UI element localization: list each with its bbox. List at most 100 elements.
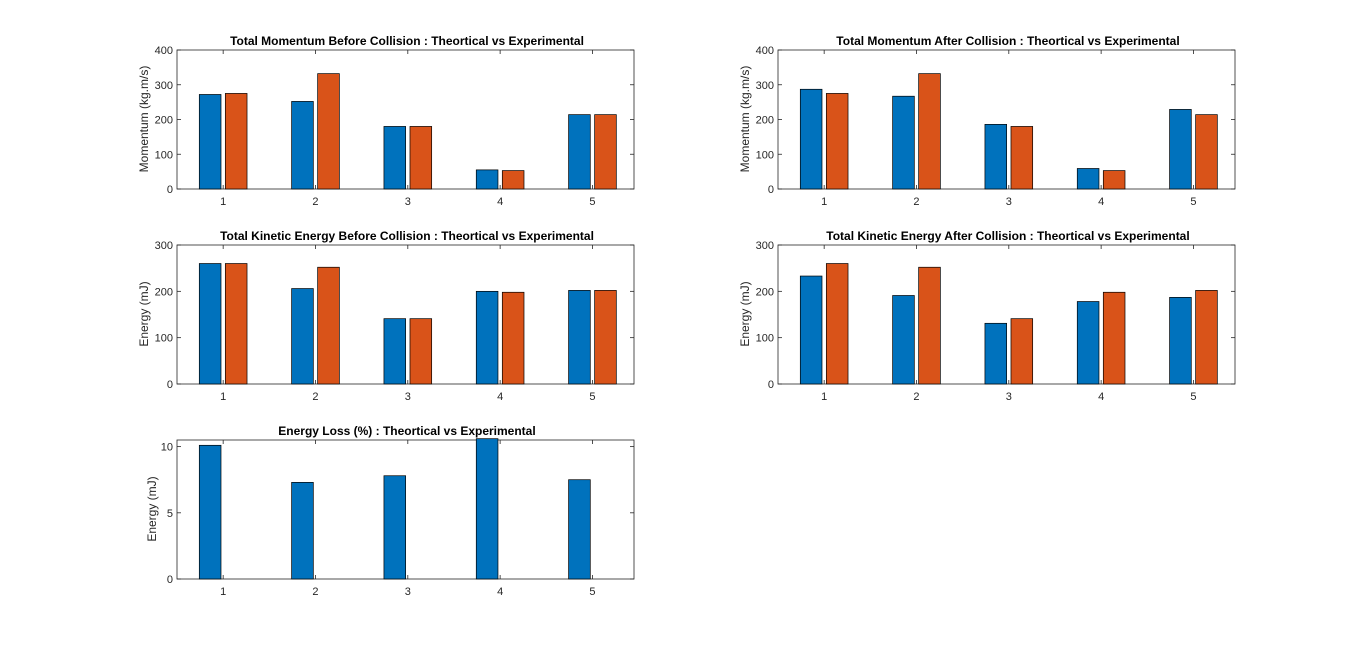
bar-theoretical-4: [1076, 168, 1100, 190]
chart-title: Total Kinetic Energy After Collision : T…: [826, 229, 1189, 243]
x-tick-label: 4: [1098, 391, 1104, 403]
bar-theoretical-5: [568, 290, 591, 385]
y-tick-label: 200: [155, 115, 173, 127]
bar-experimental-4: [501, 291, 525, 385]
bar-experimental-2: [317, 266, 340, 385]
x-tick-label: 2: [913, 196, 919, 208]
x-tick-label: 5: [589, 196, 595, 208]
bar-experimental-2: [317, 73, 340, 190]
x-tick-label: 5: [1190, 196, 1196, 208]
x-tick-label: 4: [497, 391, 503, 403]
bar-theoretical-4: [475, 290, 499, 385]
bar-experimental-5: [1195, 290, 1218, 385]
y-axis-label: Energy (mJ): [738, 281, 752, 346]
x-tick-label: 3: [405, 196, 411, 208]
bar-theoretical-5: [1169, 297, 1192, 385]
y-tick-label: 200: [756, 286, 774, 298]
bar-theoretical-2: [892, 295, 915, 385]
bar-theoretical-2: [291, 482, 314, 580]
subplot-kinetic-energy-after: Total Kinetic Energy After Collision : T…: [738, 229, 1236, 403]
y-tick-label: 300: [155, 80, 173, 92]
y-tick-label: 5: [167, 508, 173, 520]
y-tick-label: 200: [756, 115, 774, 127]
x-tick-label: 5: [589, 391, 595, 403]
bar-theoretical-4: [1076, 301, 1100, 385]
y-tick-label: 100: [155, 333, 173, 345]
bar-theoretical-3: [383, 318, 406, 385]
bar-experimental-2: [918, 266, 941, 385]
y-axis-label: Energy (mJ): [145, 476, 159, 541]
bar-experimental-5: [594, 290, 617, 385]
y-axis-label: Momentum (kg.m/s): [738, 66, 752, 173]
bar-theoretical-2: [892, 95, 915, 190]
bar-experimental-1: [224, 93, 248, 190]
bar-theoretical-2: [291, 288, 314, 385]
bar-theoretical-4: [475, 169, 499, 190]
bar-experimental-4: [1102, 170, 1126, 190]
y-tick-label: 400: [155, 45, 173, 57]
x-tick-label: 4: [1098, 196, 1104, 208]
bar-experimental-3: [409, 126, 433, 190]
bar-theoretical-3: [984, 322, 1007, 385]
y-tick-label: 300: [756, 240, 774, 252]
bar-experimental-2: [918, 73, 941, 190]
bar-experimental-3: [409, 318, 433, 385]
y-axis-label: Momentum (kg.m/s): [137, 66, 151, 173]
bar-theoretical-1: [198, 94, 222, 190]
y-tick-label: 100: [756, 333, 774, 345]
bar-experimental-1: [825, 263, 849, 385]
y-tick-label: 0: [167, 574, 173, 586]
x-tick-label: 1: [821, 196, 827, 208]
chart-title: Total Momentum After Collision : Theorti…: [836, 34, 1179, 48]
bar-theoretical-5: [1169, 109, 1192, 190]
x-tick-label: 1: [220, 196, 226, 208]
y-tick-label: 400: [756, 45, 774, 57]
x-tick-label: 4: [497, 586, 503, 598]
bar-experimental-4: [501, 170, 525, 190]
y-axis-label: Energy (mJ): [137, 281, 151, 346]
bar-experimental-3: [1010, 318, 1034, 385]
bar-theoretical-5: [568, 114, 591, 190]
y-tick-label: 0: [167, 184, 173, 196]
x-tick-label: 3: [405, 586, 411, 598]
x-tick-label: 1: [821, 391, 827, 403]
y-tick-label: 10: [161, 442, 173, 454]
x-tick-label: 3: [1006, 391, 1012, 403]
y-tick-label: 100: [155, 149, 173, 161]
x-tick-label: 1: [220, 391, 226, 403]
x-tick-label: 4: [497, 196, 503, 208]
chart-title: Total Kinetic Energy Before Collision : …: [220, 229, 594, 243]
bar-experimental-5: [1195, 114, 1218, 190]
bar-theoretical-3: [383, 126, 406, 190]
chart-title: Energy Loss (%) : Theortical vs Experime…: [278, 424, 535, 438]
y-tick-label: 0: [167, 379, 173, 391]
x-tick-label: 2: [312, 586, 318, 598]
y-tick-label: 0: [768, 184, 774, 196]
y-tick-label: 100: [756, 149, 774, 161]
subplot-momentum-after: Total Momentum After Collision : Theorti…: [738, 34, 1236, 208]
x-tick-label: 2: [312, 391, 318, 403]
bar-theoretical-3: [984, 124, 1007, 190]
x-tick-label: 3: [1006, 196, 1012, 208]
bar-experimental-4: [1102, 291, 1126, 385]
subplot-momentum-before: Total Momentum Before Collision : Theort…: [137, 34, 635, 208]
x-tick-label: 5: [589, 586, 595, 598]
x-tick-label: 1: [220, 586, 226, 598]
y-tick-label: 300: [756, 80, 774, 92]
chart-title: Total Momentum Before Collision : Theort…: [230, 34, 584, 48]
x-tick-label: 2: [312, 196, 318, 208]
subplot-energy-loss: Energy Loss (%) : Theortical vs Experime…: [145, 424, 635, 598]
bar-theoretical-1: [198, 263, 222, 385]
y-tick-label: 300: [155, 240, 173, 252]
subplot-kinetic-energy-before: Total Kinetic Energy Before Collision : …: [137, 229, 635, 403]
bar-theoretical-4: [475, 438, 499, 580]
bar-experimental-3: [1010, 126, 1034, 190]
bar-theoretical-1: [799, 275, 823, 385]
y-tick-label: 0: [768, 379, 774, 391]
bar-theoretical-1: [198, 444, 222, 580]
y-tick-label: 200: [155, 286, 173, 298]
x-tick-label: 2: [913, 391, 919, 403]
x-tick-label: 5: [1190, 391, 1196, 403]
bar-theoretical-3: [383, 475, 406, 580]
